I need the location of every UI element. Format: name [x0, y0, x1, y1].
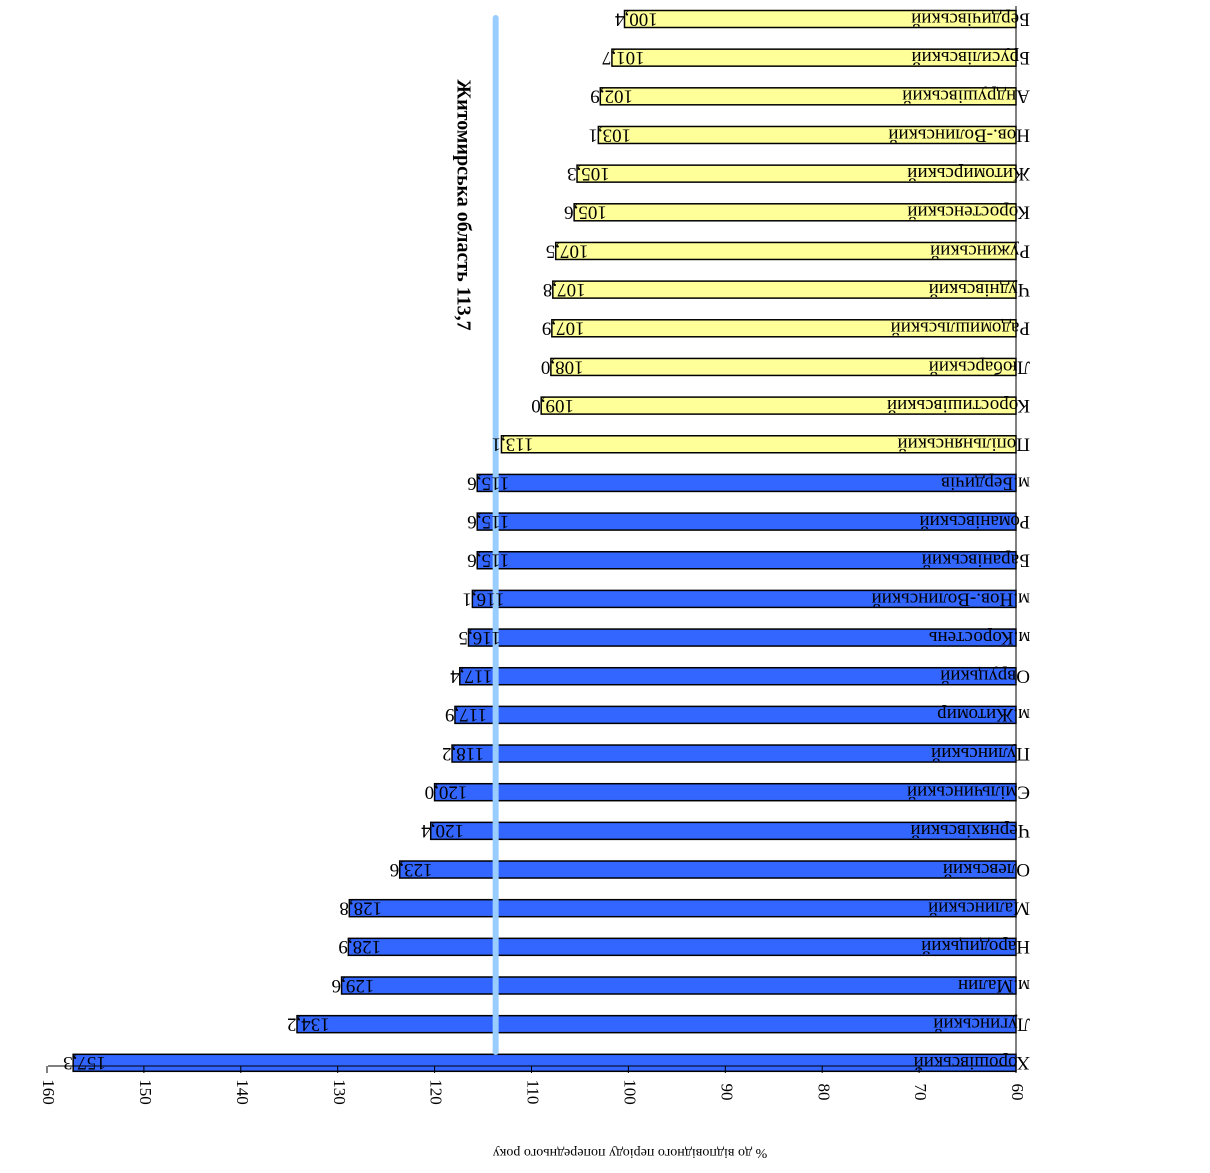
category-label: Романівський: [919, 511, 1030, 532]
data-label: 108,0: [541, 356, 584, 377]
x-tick-label: 140: [233, 1079, 252, 1105]
x-tick-label: 110: [524, 1080, 543, 1105]
category-label: Лугинський: [933, 1014, 1030, 1035]
x-tick-label: 130: [330, 1079, 349, 1105]
category-label: Малинський: [928, 898, 1030, 919]
x-tick-label: 80: [814, 1084, 833, 1101]
category-label: м.Нов.-Волинський: [872, 588, 1030, 609]
bars-group: [72, 9, 1017, 1073]
x-tick-label: 150: [136, 1079, 155, 1105]
category-label: Ружинський: [930, 240, 1030, 261]
reference-line-label: Житомирська область 113,7: [452, 79, 474, 330]
data-label: 100,4: [615, 8, 658, 29]
category-label: Коростишівський: [887, 395, 1030, 416]
category-label: м.Житомир: [937, 704, 1030, 725]
data-label: 128,9: [338, 936, 381, 957]
category-label: Любарський: [929, 356, 1030, 377]
category-label: Коростенський: [907, 202, 1030, 223]
data-label: 115,6: [467, 511, 509, 532]
category-label: Чуднівський: [929, 279, 1030, 300]
reference-line-group: Житомирська область 113,7: [452, 15, 499, 1055]
data-label: 134,2: [287, 1014, 330, 1035]
category-label: м.Бердичів: [941, 472, 1030, 493]
data-label: 120,4: [421, 820, 464, 841]
data-label: 101,7: [602, 47, 645, 68]
data-label: 107,9: [542, 318, 585, 339]
category-label: м.Коростень: [929, 627, 1031, 648]
data-label: 103,1: [588, 124, 631, 145]
data-label: 116,1: [462, 588, 504, 609]
bar: [459, 666, 1017, 686]
x-tick-label: 90: [717, 1084, 736, 1101]
data-label: 107,8: [543, 279, 586, 300]
data-label: 157,3: [63, 1052, 106, 1073]
bar: [340, 976, 1017, 995]
x-axis: 60 70 80 90 100 110 120 130 140 150 160 % до відпов…: [39, 6, 1027, 1160]
data-label: 118,2: [442, 743, 484, 764]
category-label: Ємільчинський: [907, 782, 1030, 803]
data-label: 123,6: [390, 859, 433, 880]
category-label: Олевський: [943, 859, 1030, 880]
category-label: Попільнянський: [897, 434, 1030, 455]
category-label: Бердичівський: [911, 8, 1030, 29]
x-tick-label: 100: [620, 1079, 639, 1105]
data-label: 113,1: [491, 434, 533, 455]
category-label: Овруцький: [940, 666, 1030, 687]
category-label: Народицький: [921, 936, 1030, 957]
bar: [72, 1053, 1017, 1073]
bar: [454, 705, 1017, 725]
category-label: Житомирський: [907, 163, 1030, 184]
x-tick-label: 160: [39, 1079, 58, 1105]
data-label: 115,6: [467, 550, 509, 571]
bar: [296, 1014, 1017, 1034]
data-label: 116,5: [459, 627, 501, 648]
data-label: 105,6: [564, 202, 607, 223]
x-axis-title: % до відповідного періоду попереднього р…: [493, 1145, 767, 1160]
bar: [476, 473, 1017, 493]
data-label: 109,0: [531, 395, 574, 416]
category-label: Черняхівський: [911, 820, 1031, 841]
data-label: 115,6: [467, 472, 509, 493]
x-tick-label: 120: [427, 1079, 446, 1105]
data-label: 128,8: [339, 898, 382, 919]
data-label: 102,9: [590, 86, 633, 107]
category-label: Баранівський: [922, 550, 1030, 571]
data-label: 107,5: [546, 240, 589, 261]
bar: [398, 860, 1017, 879]
data-label: 129,6: [332, 975, 375, 996]
bar: [347, 937, 1017, 957]
data-label: 120,0: [425, 782, 468, 803]
category-label: м.Малин: [958, 975, 1030, 996]
bar: [348, 898, 1017, 918]
category-label: Нов.-Волинський: [888, 124, 1030, 145]
x-tick-label: 60: [1008, 1084, 1027, 1101]
category-label: Радомишльський: [891, 318, 1030, 339]
category-label: Хорошівський: [914, 1052, 1030, 1073]
x-tick-label: 70: [911, 1084, 930, 1101]
data-label: 105,3: [567, 163, 610, 184]
labels-group: Хорошівський 157,3 Лугинський 134,2 м.Малин 1…: [63, 8, 1030, 1073]
data-label: 117,9: [445, 704, 487, 725]
category-label: Андрушівський: [902, 86, 1030, 107]
data-label: 117,4: [450, 666, 493, 687]
category-label: Брусилівський: [911, 47, 1030, 68]
category-label: Пулинський: [931, 743, 1030, 764]
